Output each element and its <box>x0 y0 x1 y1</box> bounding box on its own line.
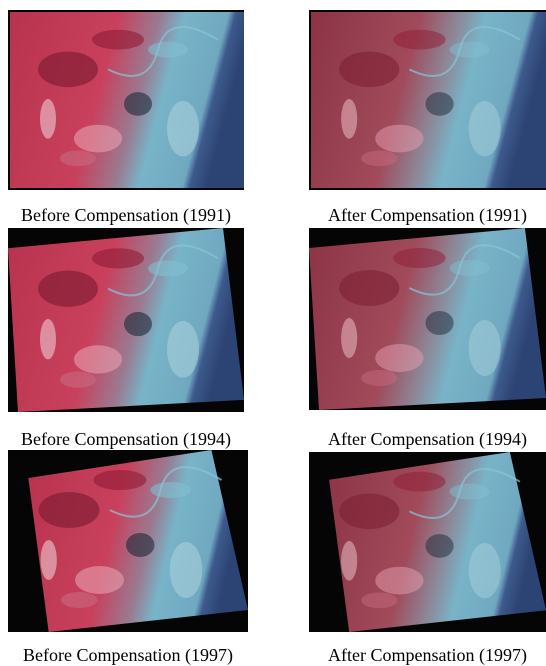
caption: Before Compensation (1994) <box>21 429 231 449</box>
satellite-image <box>8 228 244 412</box>
caption: Before Compensation (1997) <box>23 645 233 665</box>
image-panel <box>8 228 244 412</box>
figure-page: Before Compensation (1991) After Compensa… <box>0 0 546 666</box>
satellite-image <box>309 452 546 632</box>
caption: After Compensation (1997) <box>328 645 527 665</box>
image-panel <box>309 452 546 632</box>
image-panel <box>8 450 248 632</box>
satellite-image <box>309 228 546 410</box>
image-panel <box>309 10 546 190</box>
caption: After Compensation (1991) <box>328 205 527 225</box>
satellite-image <box>8 10 244 190</box>
image-panel <box>8 10 244 190</box>
image-panel <box>309 228 546 410</box>
caption: Before Compensation (1991) <box>21 205 231 225</box>
satellite-image <box>309 10 546 190</box>
caption: After Compensation (1994) <box>328 429 527 449</box>
satellite-image <box>8 450 248 632</box>
